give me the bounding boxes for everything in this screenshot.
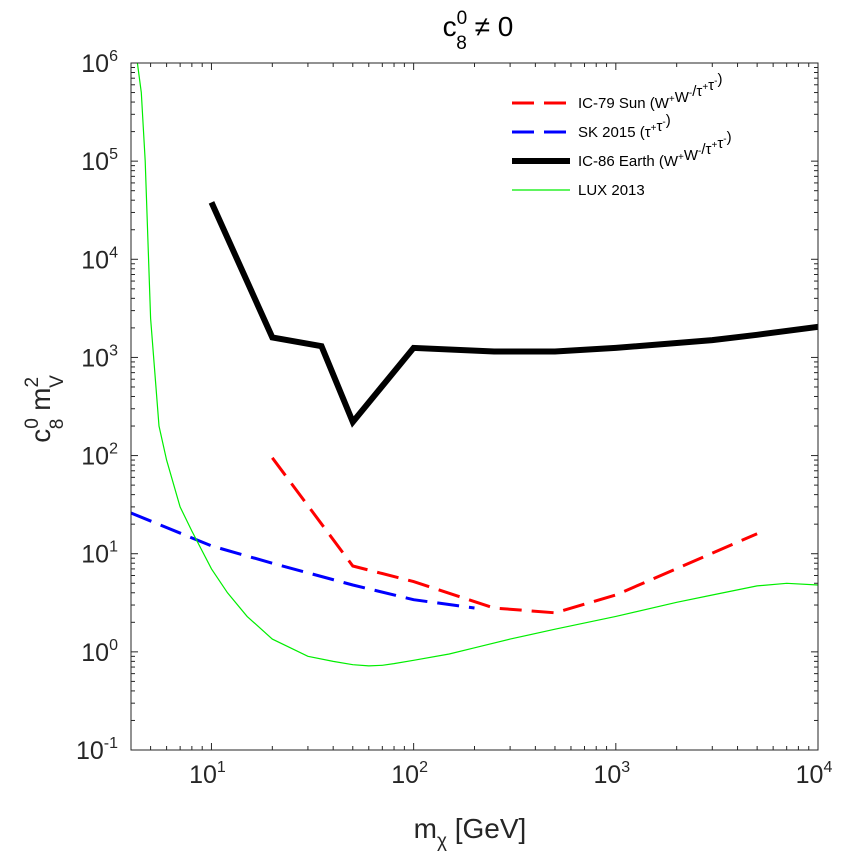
y-tick-label: 104: [81, 244, 118, 274]
y-tick-label: 101: [81, 539, 118, 569]
y-tick-label: 10-1: [76, 735, 118, 765]
legend-label: IC-79 Sun (W+W-/τ+τ-): [578, 71, 722, 112]
x-tick-label: 103: [593, 759, 630, 789]
y-tick-label: 100: [81, 637, 118, 667]
y-tick-label: 105: [81, 146, 118, 176]
legend-label: IC-86 Earth (W+W-/τ+τ-): [578, 129, 732, 170]
legend: IC-79 Sun (W+W-/τ+τ-)SK 2015 (τ+τ-)IC-86…: [512, 71, 732, 199]
series-lines: [131, 63, 818, 667]
y-axis-label: c0 8 m2 V: [22, 375, 68, 443]
series-line-1: [271, 456, 758, 615]
x-tick-label: 102: [391, 759, 428, 789]
y-tick-label: 103: [81, 342, 118, 372]
chart-title: c0 8 ≠ 0: [443, 8, 514, 54]
legend-label: SK 2015 (τ+τ-): [578, 112, 671, 141]
axis-ticks: 101 102 103 104 10-1 100 101 102 103 104 105 106: [76, 48, 833, 789]
series-line-3: [208, 201, 818, 428]
series-line-2: [131, 511, 475, 610]
x-tick-label: 101: [189, 759, 226, 789]
x-axis-label: mχ [GeV]: [414, 813, 527, 852]
x-tick-label: 104: [796, 759, 833, 789]
y-tick-label: 102: [81, 441, 118, 471]
y-tick-label: 106: [81, 48, 118, 78]
series-line-4: [136, 63, 818, 667]
legend-label: LUX 2013: [578, 182, 645, 199]
plot-frame: [130, 62, 819, 751]
